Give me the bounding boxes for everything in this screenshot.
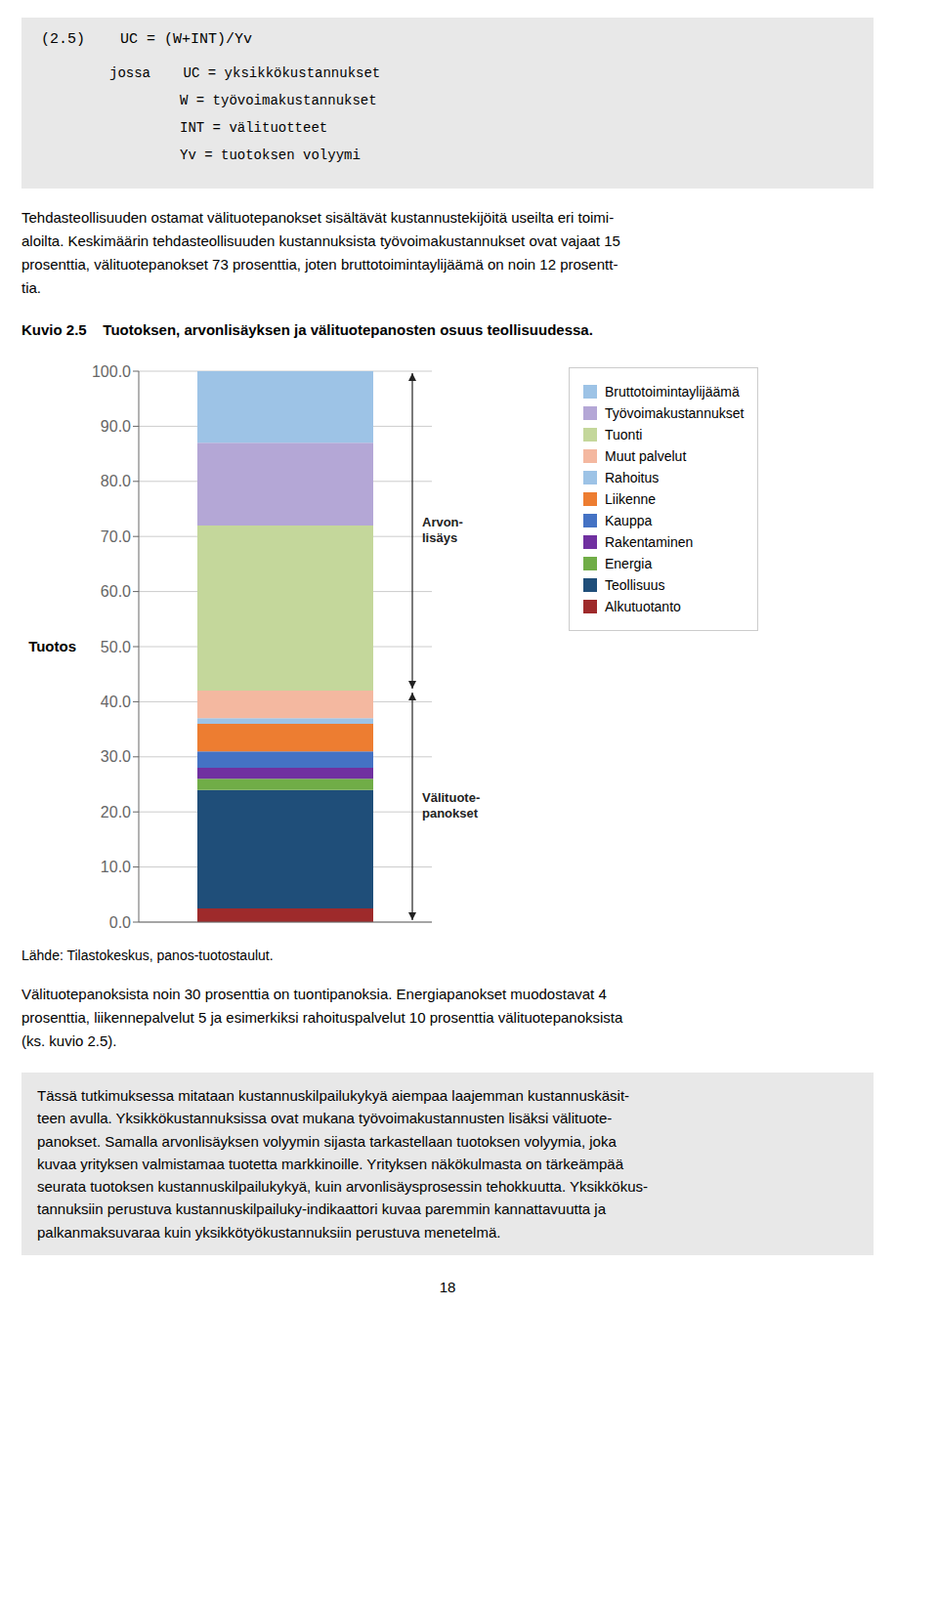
html-text:Yv = tuotoksen volyymi: Yv = tuotoksen volyymi xyxy=(179,147,361,164)
html-text:(2.5) UC = (W+INT)/Yv: (2.5) UC = (W+INT)/Yv xyxy=(41,31,253,48)
html-text:jossa UC = yksikkökustannukset: jossa UC = yksikkökustannukset xyxy=(109,65,381,82)
html-text:Muut palvelut: Muut palvelut xyxy=(604,448,687,465)
svg-text:80.0: 80.0 xyxy=(100,472,131,490)
html-text:Välituotepanoksista noin 30 pr: Välituotepanoksista noin 30 prosenttia o… xyxy=(21,985,623,1050)
svg-text:10.0: 10.0 xyxy=(100,858,131,876)
html-text:Tässä tutkimuksessa mitataan k: Tässä tutkimuksessa mitataan kustannuski… xyxy=(37,1087,648,1241)
html-text:Lähde: Tilastokeskus, panos-tu: Lähde: Tilastokeskus, panos-tuotostaulut… xyxy=(21,947,274,964)
html-text:INT = välituotteet: INT = välituotteet xyxy=(179,120,328,136)
svg-text:0.0: 0.0 xyxy=(109,914,131,932)
html-text:Tuonti: Tuonti xyxy=(604,426,643,443)
html-text:W = työvoimakustannukset: W = työvoimakustannukset xyxy=(179,92,377,109)
html-text:Rahoitus: Rahoitus xyxy=(604,469,659,486)
html-text:Kuvio 2.5 Tuotoksen, arvonlisä: Kuvio 2.5 Tuotoksen, arvonlisäyksen ja v… xyxy=(21,321,593,339)
html-text:Energia: Energia xyxy=(604,555,653,572)
html-text:Liikenne: Liikenne xyxy=(604,491,656,508)
svg-text:60.0: 60.0 xyxy=(100,583,131,600)
html-text:Alkutuotanto: Alkutuotanto xyxy=(604,598,681,615)
svg-text:100.0: 100.0 xyxy=(91,363,131,381)
svg-text:50.0: 50.0 xyxy=(100,639,131,656)
html-text:Bruttotoimintaylijäämä: Bruttotoimintaylijäämä xyxy=(604,383,740,400)
html-text:Teollisuus: Teollisuus xyxy=(604,577,665,594)
html-text:Tehdasteollisuuden ostamat väl: Tehdasteollisuuden ostamat välituotepano… xyxy=(21,209,621,297)
svg-text:Arvon-lisäys: Arvon-lisäys xyxy=(422,514,464,546)
html-text:Rakentaminen: Rakentaminen xyxy=(604,534,694,551)
svg-text:Tuotos: Tuotos xyxy=(28,638,77,655)
svg-text:Välituote-panokset: Välituote-panokset xyxy=(422,790,480,821)
html-text:18: 18 xyxy=(439,1278,456,1296)
html-text:Työvoimakustannukset: Työvoimakustannukset xyxy=(604,405,744,422)
html-text:Kauppa: Kauppa xyxy=(604,512,653,529)
svg-text:70.0: 70.0 xyxy=(100,528,131,546)
svg-text:90.0: 90.0 xyxy=(100,418,131,435)
svg-text:40.0: 40.0 xyxy=(100,693,131,711)
svg-text:30.0: 30.0 xyxy=(100,748,131,766)
svg-text:20.0: 20.0 xyxy=(100,804,131,821)
